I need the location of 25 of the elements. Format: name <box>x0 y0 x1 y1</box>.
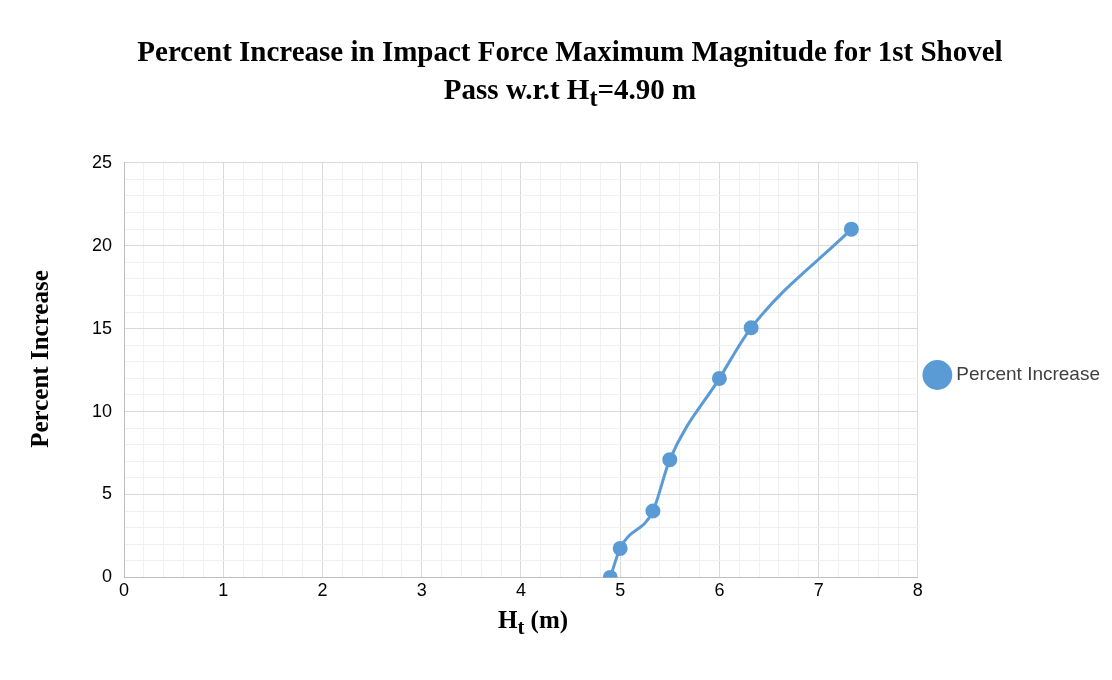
point <box>711 370 727 386</box>
y-tick-label: 25 <box>91 151 113 172</box>
point <box>843 221 859 237</box>
x-tick-label: 1 <box>218 580 229 601</box>
y-tick-label: 20 <box>91 234 113 255</box>
y-axis-title: Percent Increase <box>26 269 54 450</box>
point <box>612 540 628 556</box>
chart-title: Percent Increase in Impact Force Maximum Magnitude for 1st Shovel Pass w.r.t H$_{t}$=4.90 m <box>136 34 1004 113</box>
x-tick-label: 3 <box>416 580 427 601</box>
x-tick-label: 2 <box>317 580 328 601</box>
y-tick-label: 15 <box>91 317 113 338</box>
x-tick-label: 4 <box>515 580 526 601</box>
x-tick-label: 5 <box>615 580 626 601</box>
point <box>743 320 759 336</box>
x-tick-label: 0 <box>119 580 130 601</box>
y-tick-label: 0 <box>102 566 113 587</box>
x-tick-label: 6 <box>714 580 725 601</box>
y-tick-label: 10 <box>91 400 113 421</box>
x-tick-label: 8 <box>912 580 923 601</box>
x-axis-title: H$_{t}$ (m) <box>496 606 570 640</box>
point <box>645 503 661 519</box>
y-tick-label: 5 <box>102 483 113 504</box>
x-tick-label: 7 <box>813 580 824 601</box>
legend-label: Percent Increase <box>956 363 1101 385</box>
point <box>662 452 678 468</box>
